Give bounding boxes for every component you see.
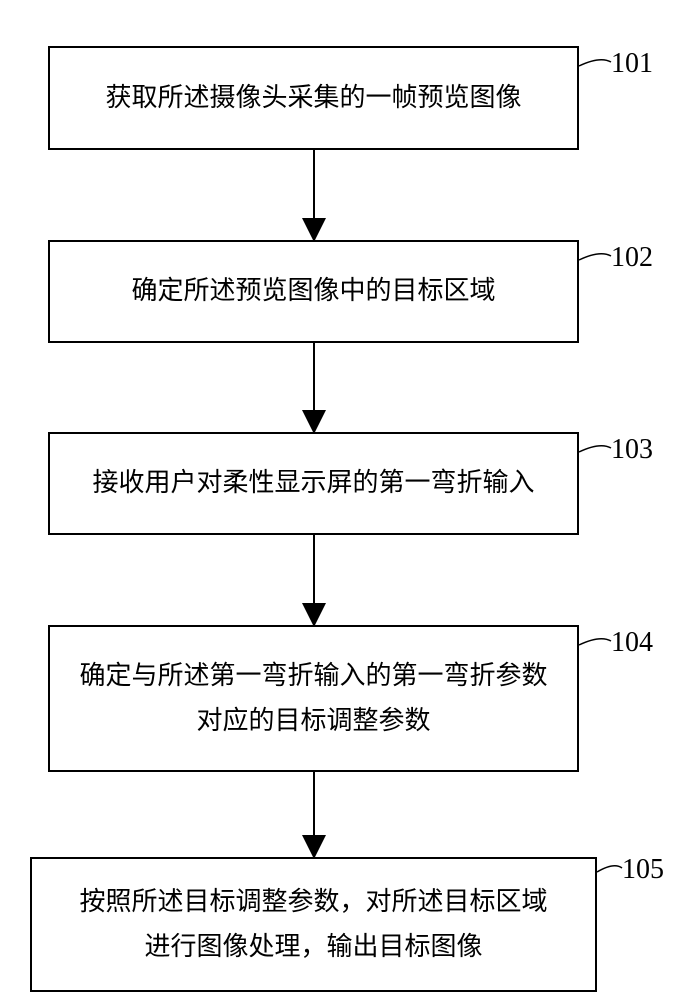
flow-node-n5: 按照所述目标调整参数，对所述目标区域 进行图像处理，输出目标图像 [30,857,597,992]
flow-node-text: 确定与所述第一弯折输入的第一弯折参数 对应的目标调整参数 [79,654,547,742]
flow-node-text: 获取所述摄像头采集的一帧预览图像 [105,76,521,120]
flow-node-n2: 确定所述预览图像中的目标区域 [48,240,579,343]
flow-node-text: 确定所述预览图像中的目标区域 [131,269,495,313]
label-connector-1 [579,254,611,260]
step-label-n1: 101 [611,48,653,80]
flow-node-text: 接收用户对柔性显示屏的第一弯折输入 [92,461,534,505]
step-label-n5: 105 [622,854,664,886]
step-label-n3: 103 [611,434,653,466]
flow-node-n4: 确定与所述第一弯折输入的第一弯折参数 对应的目标调整参数 [48,625,579,772]
flow-node-n1: 获取所述摄像头采集的一帧预览图像 [48,46,579,150]
flow-node-n3: 接收用户对柔性显示屏的第一弯折输入 [48,432,579,535]
label-connector-3 [579,639,611,645]
flow-node-text: 按照所述目标调整参数，对所述目标区域 进行图像处理，输出目标图像 [79,880,547,968]
label-connector-2 [579,446,611,452]
label-connector-4 [597,866,622,872]
step-label-n2: 102 [611,242,653,274]
label-connector-0 [579,60,611,66]
step-label-n4: 104 [611,627,653,659]
flowchart-canvas: 获取所述摄像头采集的一帧预览图像确定所述预览图像中的目标区域接收用户对柔性显示屏… [0,0,688,1000]
